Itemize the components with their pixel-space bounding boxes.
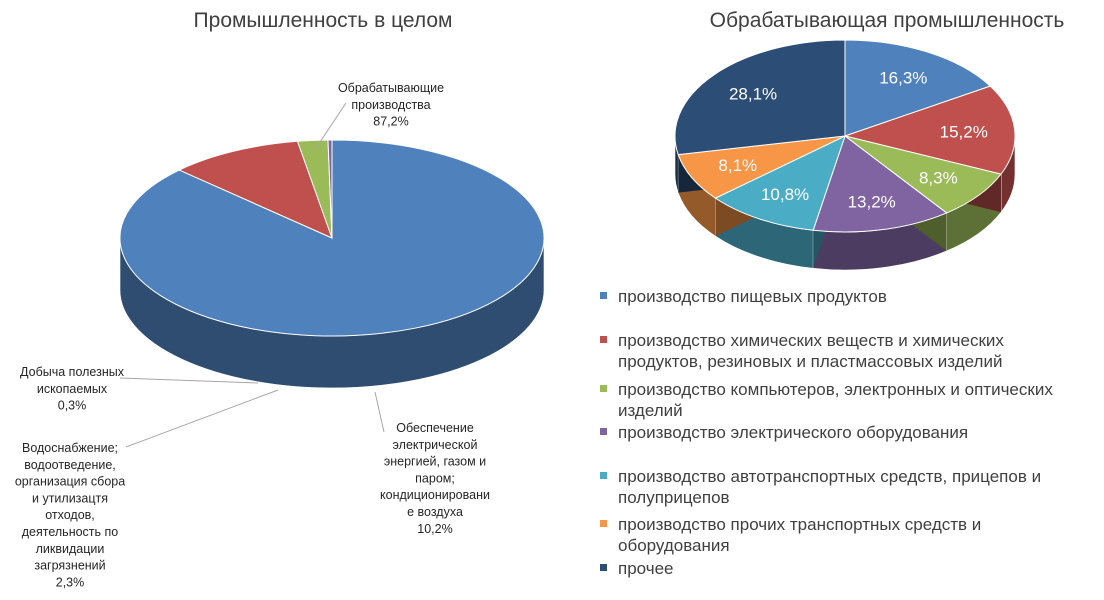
pie2-slice bbox=[812, 135, 948, 233]
callout-label-line: 87,2% bbox=[373, 115, 408, 129]
chart2-title: Обрабатывающая промышленность bbox=[710, 9, 1065, 32]
callout-label-line: Обрабатывающие bbox=[338, 81, 444, 95]
legend-item: прочее bbox=[600, 558, 1090, 579]
callout-label-line: электрической bbox=[393, 438, 478, 452]
legend-swatch bbox=[600, 336, 607, 343]
pie2-slice bbox=[674, 39, 846, 156]
callout-label-line: Добыча полезных bbox=[20, 365, 125, 379]
callout-label-line: производства bbox=[351, 98, 430, 112]
pie2-data-label: 13,2% bbox=[848, 192, 896, 211]
legend-label-line: производство автотранспортных средств, п… bbox=[618, 467, 1042, 486]
legend-label-line: производство прочих транспортных средств… bbox=[618, 515, 982, 534]
pie2-data-label: 8,1% bbox=[718, 156, 757, 175]
pie2-slice bbox=[844, 135, 1002, 214]
callout-label-line: организация сбора bbox=[15, 475, 125, 489]
callout-label-line: ископаемых bbox=[37, 382, 108, 396]
callout-label-line: и утилизацтя bbox=[32, 491, 108, 505]
legend-swatch bbox=[600, 520, 607, 527]
pie2-slice bbox=[843, 85, 1016, 175]
legend-label-line: изделий bbox=[618, 401, 683, 420]
pie2-data-label: 16,3% bbox=[879, 68, 927, 87]
legend-item: производство химических веществ и химиче… bbox=[600, 330, 1090, 372]
pie2-data-label: 10,8% bbox=[761, 185, 809, 204]
pie1-callouts: Обрабатывающие производства 87,2% Обеспечен… bbox=[15, 81, 490, 589]
pie1-slice bbox=[178, 140, 333, 239]
pie1-slice bbox=[327, 139, 333, 239]
legend-swatch bbox=[600, 428, 607, 435]
pie-chart-industry-total bbox=[119, 139, 545, 389]
callout-label-line: загрязнений bbox=[34, 559, 105, 573]
callout-label-line: ликвидации bbox=[36, 542, 105, 556]
callout-label-line: паром; bbox=[415, 471, 455, 485]
pie-chart-manufacturing: 16,3% 15,2% 8,3% 13,2% 10,8%8,1% 28,1% bbox=[674, 39, 1016, 271]
callout-leader-line bbox=[119, 377, 259, 384]
callout-leader-line bbox=[315, 102, 347, 149]
callout-label-line: 2,3% bbox=[56, 575, 85, 589]
legend-item: производство пищевых продуктов bbox=[600, 286, 1090, 307]
legend-swatch bbox=[600, 472, 607, 479]
legend-label-line: полуприцепов bbox=[618, 488, 730, 507]
legend-label-line: производство пищевых продуктов bbox=[618, 287, 887, 306]
callout-label-line: кондиционировани bbox=[380, 488, 490, 502]
chart1-title: Промышленность в целом bbox=[194, 9, 453, 32]
callout-label-line: водоотведение, bbox=[24, 458, 116, 472]
pie2-data-label: 28,1% bbox=[729, 84, 777, 103]
callout-label-line: отходов, bbox=[45, 508, 95, 522]
callout-label-line: 0,3% bbox=[58, 399, 87, 413]
pie2-data-label: 15,2% bbox=[940, 122, 988, 141]
legend-label-line: производство электрического оборудования bbox=[618, 423, 969, 442]
pie2-slice bbox=[844, 39, 992, 137]
legend-label-line: прочее bbox=[618, 559, 674, 578]
callout-label-line: энергией, газом и bbox=[384, 455, 486, 469]
legend-swatch bbox=[600, 292, 607, 299]
legend-label-line: продуктов, резиновых и пластмассовых изд… bbox=[618, 352, 1003, 371]
pie2-data-label: 8,3% bbox=[919, 169, 958, 188]
callout-label-line: Обеспечение bbox=[396, 421, 474, 435]
legend-item: производство компьютеров, электронных и … bbox=[600, 379, 1090, 421]
legend-item: производство автотранспортных средств, п… bbox=[600, 466, 1090, 508]
callout-label-line: е воздуха bbox=[407, 505, 463, 519]
legend-item: производство электрического оборудования bbox=[600, 422, 1090, 443]
legend-label-line: производство компьютеров, электронных и … bbox=[618, 380, 1053, 399]
legend-item: производство прочих транспортных средств… bbox=[600, 514, 1090, 556]
legend-swatch bbox=[600, 564, 607, 571]
legend-label-line: производство химических веществ и химиче… bbox=[618, 331, 1004, 350]
callout-label-line: 10,2% bbox=[417, 522, 452, 536]
callout-leader-line bbox=[125, 389, 279, 448]
pie2-slice bbox=[714, 135, 846, 231]
legend-label-line: оборудования bbox=[618, 536, 730, 555]
callout-leader-line bbox=[374, 391, 385, 433]
callout-label-line: Водоснабжение; bbox=[22, 441, 118, 455]
callout-label-line: деятельность по bbox=[22, 525, 119, 539]
legend-swatch bbox=[600, 385, 607, 392]
